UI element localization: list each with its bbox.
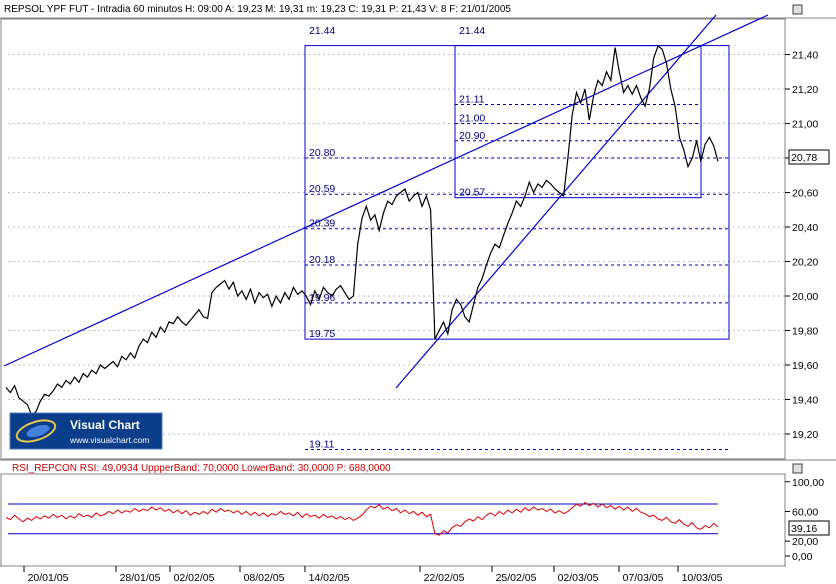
x-tick-label: 20/01/05 [28,572,69,584]
price-panel-frame [0,18,786,460]
price-last-value-tag: 20,78 [788,149,830,165]
visual-chart-logo: Visual Chart www.visualchart.com [9,412,163,450]
price-tick-label: 19,80 [792,326,818,338]
rsi-tick-label: 0,00 [792,551,813,563]
logo-brand: Visual Chart [70,418,140,432]
fib-level-label: 21.44 [459,25,485,37]
fib-box-2-frame [454,45,702,199]
x-tick-label: 25/02/05 [496,572,537,584]
x-tick-label: 02/03/05 [558,572,599,584]
panel-maximize-button[interactable] [792,4,803,15]
rsi-tick-label: 60,00 [792,506,818,518]
fib-level-label: 20.18 [309,254,335,266]
x-axis: 20/01/05 28/01/05 02/02/05 08/02/05 14/02/05… [23,566,723,584]
rsi-y-axis: 100,00 60,00 20,00 0,00 [785,477,824,563]
fib-level-label: 20.59 [309,183,335,195]
price-tick-label: 20,60 [792,188,818,200]
price-tick-label: 19,20 [792,429,818,441]
fibonacci-boxes: 21.44 20.80 20.59 20.39 20.18 19.96 19.75 19.11… [304,25,730,451]
fib-level-label: 19.11 [309,439,335,451]
rsi-header-text: RSI_REPCON RSI: 49,0934 UppperBand: 70,0… [12,463,391,474]
price-tick-label: 19,40 [792,395,818,407]
rsi-line [5,501,719,536]
svg-text:20,78: 20,78 [791,152,817,164]
price-tick-label: 21,20 [792,84,818,96]
fib-level-label: 20.57 [459,187,485,199]
price-tick-label: 20,20 [792,257,818,269]
x-tick-label: 14/02/05 [309,572,350,584]
logo-swoosh-icon [15,419,57,443]
rsi-tick-label: 100,00 [792,477,824,489]
fib-level-label: 20.39 [309,218,335,230]
fib-level-label: 20.80 [309,147,335,159]
x-tick-label: 22/02/05 [424,572,465,584]
price-tick-label: 21,00 [792,119,818,131]
fib-level-label: 19.75 [309,328,335,340]
x-tick-label: 08/02/05 [244,572,285,584]
price-line [5,44,719,416]
fib-level-label: 21.00 [459,113,485,125]
rsi-last-value-tag: 39,16 [788,520,830,536]
price-tick-label: 21,40 [792,50,818,62]
fib-level-label: 20.90 [459,130,485,142]
price-y-axis: 21,4021,2021,0020,8020,6020,4020,2020,00… [8,50,818,441]
x-tick-label: 28/01/05 [120,572,161,584]
price-tick-label: 19,60 [792,360,818,372]
price-tick-label: 20,00 [792,291,818,303]
price-series [5,44,719,416]
rsi-series [5,501,719,536]
fib-level-label: 21.11 [459,94,485,106]
fib-level-label: 19.96 [309,292,335,304]
rsi-panel-frame [0,473,786,567]
x-tick-label: 02/02/05 [174,572,215,584]
price-tick-label: 20,40 [792,222,818,234]
x-tick-label: 07/03/05 [623,572,664,584]
rsi-bands [8,503,718,535]
price-header-bar [0,0,836,18]
price-header-text: REPSOL YPF FUT - Intradia 60 minutos H: … [4,4,511,15]
trend-lines [3,14,769,389]
svg-text:39,16: 39,16 [791,523,817,535]
x-tick-label: 10/03/05 [682,572,723,584]
rsi-panel-button[interactable] [792,463,803,474]
logo-url: www.visualchart.com [69,435,149,445]
trend-line-upper [3,14,769,367]
fib-level-label: 21.44 [309,25,335,37]
rsi-tick-label: 20,00 [792,536,818,548]
